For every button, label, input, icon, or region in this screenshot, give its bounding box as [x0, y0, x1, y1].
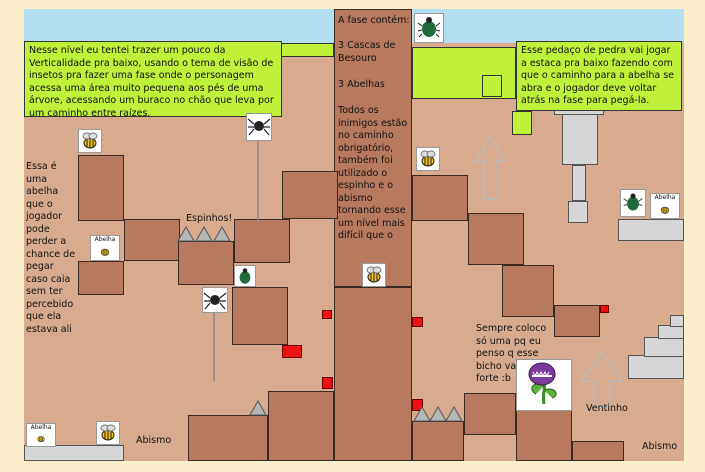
block-m: [188, 415, 268, 461]
block-a: [78, 155, 124, 221]
bee-note: Essa é uma abelha que o jogador pode per…: [26, 161, 76, 335]
block-q: [572, 441, 624, 461]
spider-icon: [246, 113, 272, 141]
bee-icon: [37, 436, 45, 443]
block-c: [78, 261, 124, 295]
red-marker: [412, 317, 423, 327]
block-e: [234, 219, 290, 263]
block-p: [516, 409, 572, 461]
spikes-label: Espinhos!: [186, 213, 233, 224]
block-d: [178, 241, 234, 285]
phase-bees: 3 Abelhas: [338, 79, 385, 90]
bee-icon: [78, 129, 102, 153]
wind-arrow-outline: [580, 351, 624, 408]
red-marker: [600, 305, 609, 313]
red-marker: [412, 399, 423, 411]
level-map: Nesse nível eu tentei trazer um pouco da…: [24, 9, 684, 461]
phase-beetles: 3 Cascas de Besouro: [338, 40, 396, 64]
bee-collectible-card: Abelha: [90, 235, 120, 261]
block-h: [468, 213, 524, 265]
beetle-icon: [620, 189, 646, 217]
block-k: [232, 287, 288, 345]
block-g: [412, 175, 468, 221]
overlay-drawings: [177, 135, 624, 422]
spider-icon: [202, 287, 228, 313]
block-f: [282, 171, 338, 219]
carnivorous-plant-icon: [516, 359, 572, 411]
plant-note: Sempre coloco só uma pq eu penso q esse …: [476, 323, 547, 384]
abyss-label-right: Abismo: [642, 441, 678, 452]
gray-ledge-right: [618, 219, 684, 241]
intro-note: Nesse nível eu tentei trazer um pouco da…: [24, 41, 282, 119]
block-i: [502, 265, 554, 317]
bee-icon: [362, 263, 386, 287]
block-j: [554, 305, 600, 337]
block-b: [124, 219, 180, 261]
bee-card-label: Abelha: [94, 236, 116, 243]
stair-4: [670, 315, 684, 327]
up-arrow-outline: [474, 135, 506, 200]
surface-step-1: [482, 75, 502, 97]
red-marker: [322, 310, 332, 319]
bee-icon: [660, 206, 670, 214]
block-l: [268, 391, 334, 461]
bee-card-label: Abelha: [654, 194, 676, 201]
spikes-bottom-left: [249, 399, 267, 416]
bee-icon: [416, 147, 440, 171]
stake-tip: [568, 201, 588, 223]
block-o: [464, 393, 516, 435]
gray-ledge-left: [24, 445, 124, 461]
spikes-top: [177, 225, 231, 242]
bee-collectible-card: Abelha: [26, 423, 56, 447]
stake-shaft: [572, 165, 586, 201]
abyss-label-left: Abismo: [136, 435, 172, 446]
phase-title: A fase contém:: [338, 15, 410, 26]
bee-card-label: Abelha: [30, 424, 52, 431]
red-marker: [322, 377, 333, 389]
rock-note: Esse pedaço de pedra vai jogar a estaca …: [516, 41, 682, 111]
phase-enemies: Todos os inimigos estão no caminho obrig…: [338, 105, 408, 241]
tree-trunk-column: [334, 9, 412, 287]
red-marker: [282, 345, 302, 358]
spikes-bottom-center: [413, 405, 463, 422]
beetle-icon: [414, 13, 444, 43]
surface-step-2: [512, 111, 532, 135]
beetle-icon: [234, 265, 256, 287]
bee-icon: [100, 248, 110, 256]
block-n: [412, 421, 464, 461]
bee-icon: [96, 421, 120, 445]
pillar-center: [334, 287, 412, 461]
wind-label: Ventinho: [586, 403, 628, 414]
bee-collectible-card: Abelha: [650, 193, 680, 219]
